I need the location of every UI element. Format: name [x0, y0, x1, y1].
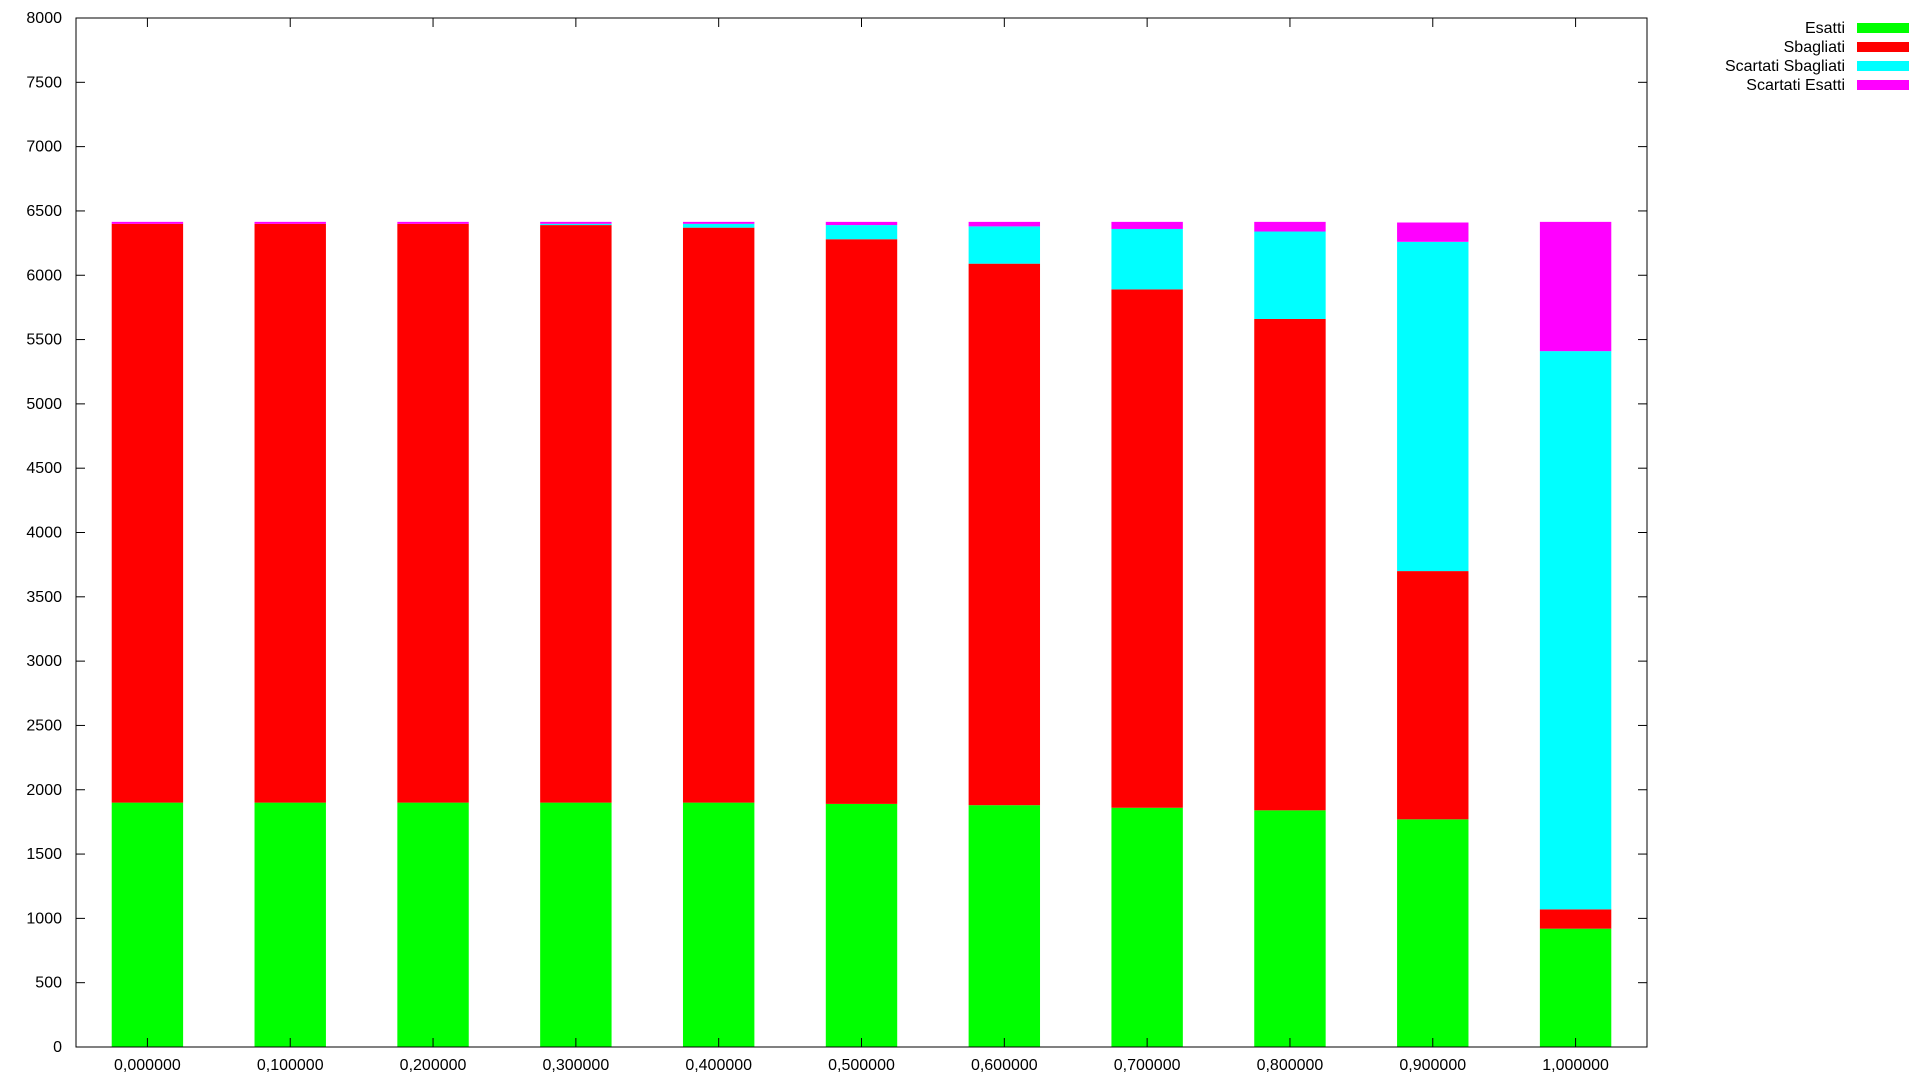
y-tick-label: 3500 [26, 589, 62, 606]
bar-segment-sbagliati-8 [1254, 318, 1326, 811]
legend-swatch [1857, 23, 1909, 33]
y-tick-label: 5500 [26, 332, 62, 349]
x-tick-label: 0,600000 [971, 1057, 1038, 1074]
bar-segment-scartati-sbagliati-6 [968, 226, 1041, 264]
y-tick-label: 8000 [26, 10, 62, 27]
bar-segment-esatti-3 [540, 802, 612, 1047]
bar-segment-sbagliati-1 [254, 223, 326, 803]
bar-segment-scartati-sbagliati-4 [682, 223, 755, 228]
legend: Esatti Sbagliati Scartati Sbagliati Scartat… [1725, 20, 1909, 94]
legend-swatch [1857, 61, 1909, 71]
bar-segment-scartati-esatti-3 [540, 221, 612, 224]
legend-label: Scartati Esatti [1746, 77, 1845, 94]
bar-segment-esatti-4 [682, 802, 755, 1047]
y-tick-label: 2000 [26, 782, 62, 799]
y-tick-label: 1000 [26, 910, 62, 927]
bar-segment-esatti-7 [1111, 807, 1183, 1047]
y-tick-label: 4000 [26, 525, 62, 542]
bar-segment-esatti-0 [111, 802, 184, 1047]
bar-segment-scartati-esatti-7 [1111, 221, 1183, 229]
x-tick-label: 0,200000 [400, 1057, 467, 1074]
bar-segment-sbagliati-7 [1111, 289, 1183, 808]
y-tick-label: 3000 [26, 653, 62, 670]
y-tick-label: 1500 [26, 846, 62, 863]
bar-segment-scartati-esatti-1 [254, 221, 326, 224]
bar-segment-sbagliati-9 [1397, 571, 1469, 820]
bar-segment-esatti-6 [968, 805, 1041, 1047]
bars-layer [111, 221, 1612, 1047]
bar-segment-sbagliati-0 [111, 223, 184, 803]
y-tick-label: 7000 [26, 139, 62, 156]
x-tick-label: 0,000000 [114, 1057, 181, 1074]
bar-segment-scartati-esatti-4 [682, 221, 755, 224]
bar-segment-scartati-sbagliati-7 [1111, 228, 1183, 290]
bar-segment-scartati-esatti-8 [1254, 221, 1326, 232]
y-tick-label: 2500 [26, 717, 62, 734]
bar-segment-scartati-esatti-2 [397, 221, 469, 224]
bar-segment-scartati-sbagliati-9 [1397, 241, 1469, 572]
x-tick-label: 0,500000 [828, 1057, 895, 1074]
bar-segment-scartati-esatti-6 [968, 221, 1041, 227]
y-tick-label: 5000 [26, 396, 62, 413]
bar-segment-esatti-8 [1254, 810, 1326, 1047]
bar-segment-scartati-sbagliati-10 [1539, 351, 1612, 910]
y-tick-label: 500 [35, 975, 62, 992]
legend-swatch [1857, 80, 1909, 90]
legend-swatch [1857, 42, 1909, 52]
x-tick-label: 0,800000 [1257, 1057, 1324, 1074]
bar-segment-scartati-sbagliati-5 [825, 225, 898, 240]
bar-segment-sbagliati-4 [682, 227, 755, 803]
y-tick-label: 6000 [26, 267, 62, 284]
x-tick-label: 1,000000 [1542, 1057, 1609, 1074]
bar-segment-sbagliati-10 [1539, 909, 1612, 929]
bar-segment-sbagliati-5 [825, 239, 898, 804]
x-tick-label: 0,300000 [542, 1057, 609, 1074]
bar-segment-esatti-10 [1539, 928, 1612, 1047]
x-tick-label: 0,400000 [685, 1057, 752, 1074]
legend-label: Scartati Sbagliati [1725, 58, 1845, 75]
legend-label: Esatti [1805, 20, 1845, 37]
bar-segment-esatti-2 [397, 802, 469, 1047]
y-tick-label: 7500 [26, 74, 62, 91]
bar-segment-scartati-esatti-9 [1397, 222, 1469, 242]
bar-segment-sbagliati-6 [968, 263, 1041, 806]
y-tick-label: 6500 [26, 203, 62, 220]
x-tick-label: 0,900000 [1399, 1057, 1466, 1074]
bar-segment-scartati-sbagliati-8 [1254, 231, 1326, 319]
y-axis: 0 500 1000 1500 2000 2500 3000 3500 4000 4500 5000… [26, 10, 1647, 1056]
x-tick-label: 0,100000 [257, 1057, 324, 1074]
x-tick-label: 0,700000 [1114, 1057, 1181, 1074]
bar-segment-esatti-9 [1397, 819, 1469, 1047]
bar-segment-scartati-esatti-5 [825, 221, 898, 226]
bar-segment-scartati-esatti-0 [111, 221, 184, 224]
bar-segment-esatti-1 [254, 802, 326, 1047]
y-tick-label: 0 [53, 1039, 62, 1056]
x-axis: 0,000000 0,100000 0,200000 0,300000 0,400000… [114, 18, 1609, 1074]
y-tick-label: 4500 [26, 460, 62, 477]
bar-segment-esatti-5 [825, 803, 898, 1047]
bar-segment-scartati-esatti-10 [1539, 221, 1612, 352]
bar-segment-scartati-sbagliati-3 [540, 223, 612, 226]
bar-segment-sbagliati-3 [540, 225, 612, 803]
bar-segment-sbagliati-2 [397, 223, 469, 803]
legend-label: Sbagliati [1784, 39, 1845, 56]
